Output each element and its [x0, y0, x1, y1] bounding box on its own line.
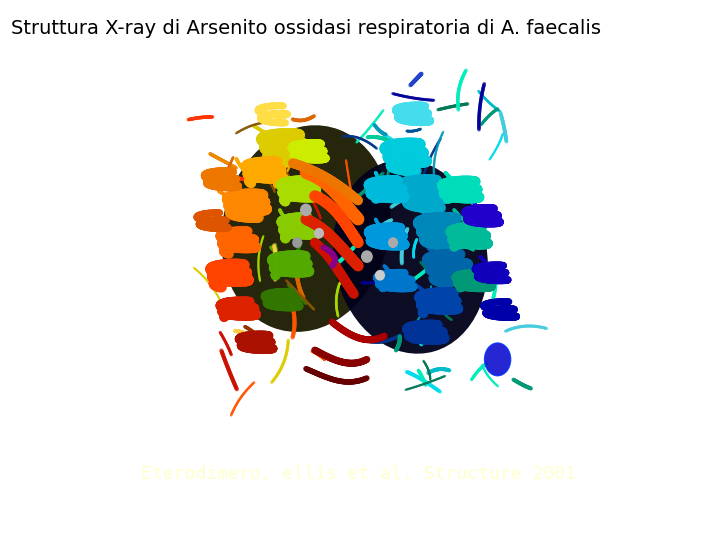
- Circle shape: [315, 228, 323, 238]
- Circle shape: [293, 238, 302, 247]
- Ellipse shape: [221, 125, 391, 332]
- Circle shape: [301, 204, 311, 215]
- Circle shape: [389, 238, 397, 247]
- Circle shape: [376, 271, 384, 280]
- Ellipse shape: [333, 159, 488, 354]
- Text: Struttura X-ray di Arsenito ossidasi respiratoria di A. faecalis: Struttura X-ray di Arsenito ossidasi res…: [11, 19, 600, 38]
- Circle shape: [361, 251, 372, 262]
- Text: Eterodimero, ellis et al. Structure 2001: Eterodimero, ellis et al. Structure 2001: [140, 465, 576, 483]
- Ellipse shape: [485, 343, 510, 376]
